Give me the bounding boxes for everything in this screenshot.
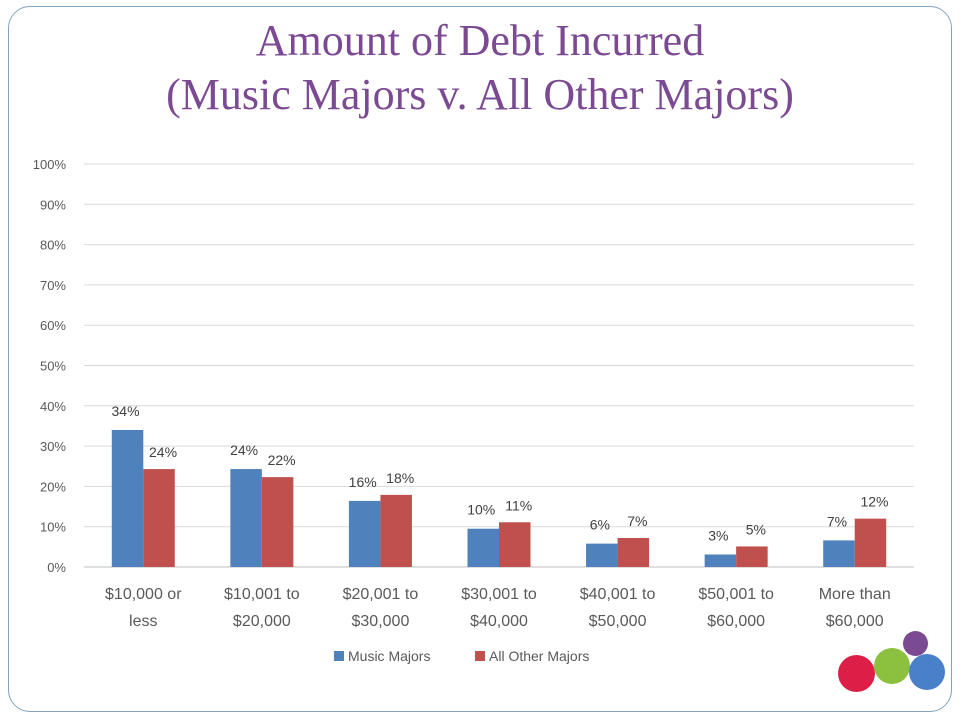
legend-label: Music Majors: [348, 648, 430, 664]
x-tick-label-line2: $20,000: [233, 613, 291, 630]
bar-other-majors: [499, 522, 531, 567]
legend-label: All Other Majors: [489, 648, 589, 664]
y-tick-label: 40%: [40, 399, 66, 414]
bar-music-majors: [823, 540, 855, 567]
bar-music-majors: [230, 469, 262, 567]
x-tick-label-line2: $60,000: [707, 613, 765, 630]
x-tick-label-line1: $10,000 or: [105, 586, 182, 603]
data-label: 22%: [268, 452, 296, 468]
bar-other-majors: [261, 477, 294, 567]
data-label: 5%: [746, 521, 766, 537]
y-tick-label: 50%: [40, 359, 66, 374]
x-tick-label-line1: $40,001 to: [580, 586, 656, 603]
bar-music-majors: [704, 554, 737, 567]
x-tick-label-line1: $30,001 to: [461, 586, 537, 603]
x-tick-label-line2: $50,000: [589, 613, 647, 630]
x-tick-label-line2: $60,000: [826, 613, 884, 630]
data-label: 6%: [590, 517, 610, 533]
decor-circle-blue: [909, 654, 945, 690]
data-label: 24%: [230, 442, 258, 458]
bar-other-majors: [143, 469, 175, 567]
data-label: 12%: [860, 494, 888, 510]
data-label: 3%: [708, 528, 728, 544]
legend-swatch: [334, 651, 344, 661]
x-tick-label-line1: More than: [819, 586, 891, 603]
data-label: 16%: [349, 474, 377, 490]
data-label: 34%: [112, 403, 140, 419]
bar-other-majors: [854, 518, 887, 567]
legend-swatch: [475, 651, 485, 661]
y-tick-label: 20%: [40, 479, 66, 494]
decor-circle-purple: [903, 631, 928, 656]
data-label: 18%: [386, 470, 414, 486]
slide-frame: [8, 6, 952, 712]
data-label: 10%: [467, 502, 495, 518]
x-tick-label-line1: $10,001 to: [224, 586, 300, 603]
title-line-2: (Music Majors v. All Other Majors): [166, 70, 794, 119]
slide-title: Amount of Debt Incurred (Music Majors v.…: [0, 14, 960, 122]
bar-music-majors: [467, 528, 499, 567]
x-tick-label-line1: $50,001 to: [698, 586, 774, 603]
x-tick-label-line2: $30,000: [352, 613, 410, 630]
bar-music-majors: [348, 500, 381, 567]
bar-other-majors: [380, 494, 412, 567]
y-tick-label: 60%: [40, 318, 66, 333]
title-line-1: Amount of Debt Incurred: [255, 16, 705, 65]
y-tick-label: 80%: [40, 238, 66, 253]
y-tick-label: 10%: [40, 520, 66, 535]
y-tick-label: 70%: [40, 278, 66, 293]
data-label: 7%: [627, 513, 647, 529]
data-label: 7%: [827, 513, 847, 529]
y-tick-label: 90%: [40, 197, 66, 212]
x-tick-label-line1: $20,001 to: [343, 586, 419, 603]
decor-circle-green: [874, 648, 910, 684]
bar-music-majors: [586, 543, 618, 567]
bar-other-majors: [617, 537, 650, 567]
data-label: 11%: [505, 497, 532, 513]
x-tick-label-line2: $40,000: [470, 613, 528, 630]
y-tick-label: 0%: [47, 560, 66, 575]
bar-other-majors: [736, 546, 768, 567]
y-tick-label: 100%: [33, 157, 67, 172]
data-label: 24%: [149, 444, 177, 460]
x-tick-label-line2: less: [129, 613, 157, 630]
decor-circle-red: [838, 655, 875, 692]
bar-music-majors: [111, 429, 144, 567]
y-tick-label: 30%: [40, 439, 66, 454]
